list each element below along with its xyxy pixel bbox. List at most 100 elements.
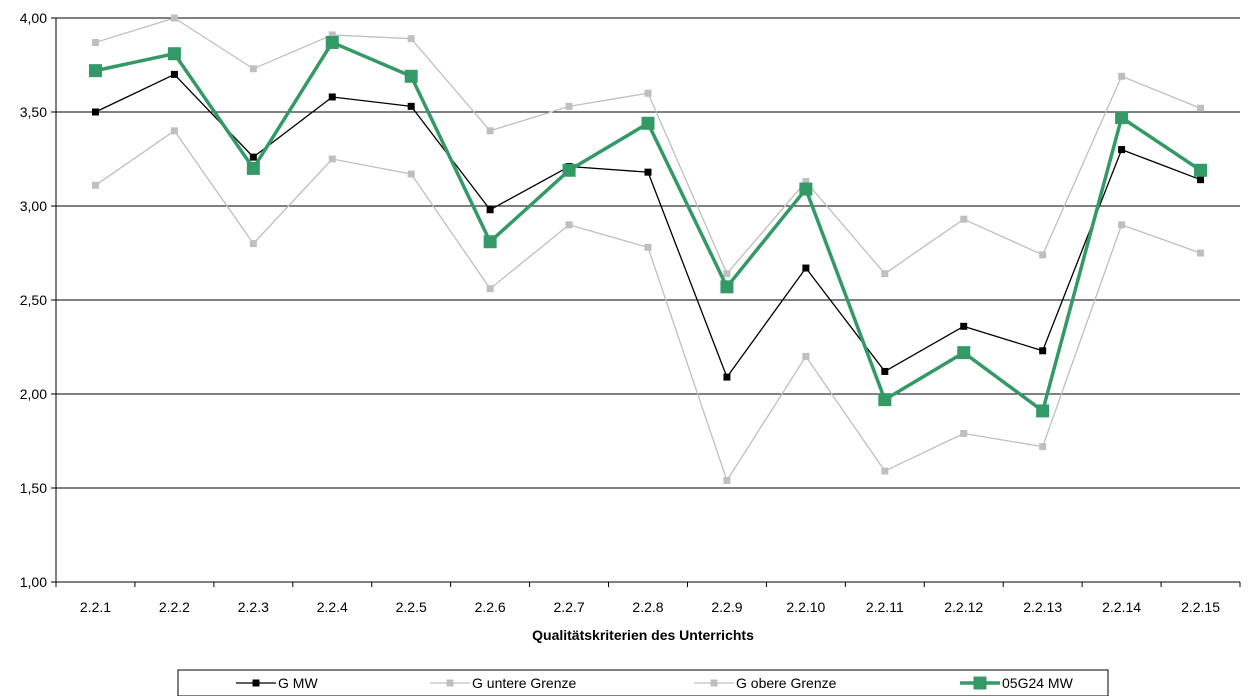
data-point [562, 163, 576, 177]
y-tick-label: 4,00 [20, 10, 47, 26]
data-point [328, 93, 336, 101]
legend: G MW G untere Grenze G obere Grenze 05G24 M… [177, 669, 1109, 696]
data-point [960, 429, 968, 437]
data-point [167, 47, 181, 61]
x-tick-label: 2.2.12 [944, 599, 983, 615]
data-point [170, 70, 178, 78]
data-point [644, 243, 652, 251]
y-tick-label: 3,00 [20, 198, 47, 214]
data-point [565, 102, 573, 110]
legend-marker [252, 679, 260, 687]
series-05g24-mw [88, 35, 1208, 418]
x-tick-label: 2.2.13 [1023, 599, 1062, 615]
y-axis-tick-labels: 1,00 1,50 2,00 2,50 3,00 3,50 4,00 [20, 10, 47, 590]
data-point [170, 127, 178, 135]
data-point [1036, 404, 1050, 418]
x-tick-label: 2.2.1 [80, 599, 111, 615]
series-line [95, 40, 1202, 413]
data-point [881, 467, 889, 475]
gridlines [51, 17, 1240, 583]
legend-marker [973, 676, 987, 690]
legend-item: 05G24 MW [960, 675, 1074, 691]
data-point [91, 181, 99, 189]
legend-box [177, 669, 1109, 696]
data-point [802, 178, 810, 186]
data-point [249, 153, 257, 161]
x-tick-label: 2.2.9 [711, 599, 742, 615]
data-point [641, 116, 655, 130]
data-point [802, 264, 810, 272]
data-point [960, 322, 968, 330]
data-point [1197, 249, 1205, 257]
x-tick-label: 2.2.11 [866, 599, 904, 615]
data-point [799, 182, 813, 196]
data-point [881, 270, 889, 278]
data-point [1039, 347, 1047, 355]
legend-label: G MW [278, 675, 318, 691]
data-point [486, 127, 494, 135]
x-tick-label: 2.2.7 [553, 599, 584, 615]
data-point [1194, 163, 1208, 177]
data-point [1118, 72, 1126, 80]
x-tick-label: 2.2.3 [238, 599, 269, 615]
data-point [957, 346, 971, 360]
data-point [960, 215, 968, 223]
x-tick-label: 2.2.2 [159, 599, 190, 615]
data-point [565, 221, 573, 229]
data-point [723, 373, 731, 381]
data-point [486, 285, 494, 293]
series-line [95, 130, 1201, 482]
y-tick-label: 3,50 [20, 104, 47, 120]
data-point [407, 35, 415, 43]
data-point [407, 102, 415, 110]
data-point [91, 38, 99, 46]
data-point [246, 161, 260, 175]
legend-label: G obere Grenze [736, 675, 837, 691]
data-point [1039, 251, 1047, 259]
data-point [486, 206, 494, 214]
data-point [1118, 146, 1126, 154]
y-tick-label: 2,50 [20, 292, 47, 308]
data-point [1197, 104, 1205, 112]
data-point [881, 367, 889, 375]
legend-label: G untere Grenze [472, 675, 576, 691]
data-point [723, 476, 731, 484]
data-point [404, 69, 418, 83]
data-point [328, 31, 336, 39]
series-g-untere-grenze [91, 127, 1205, 484]
data-point [88, 64, 102, 78]
data-point [483, 235, 497, 249]
x-tick-label: 2.2.5 [396, 599, 427, 615]
y-tick-label: 1,00 [20, 574, 47, 590]
legend-label: 05G24 MW [1002, 675, 1074, 691]
legend-item: G untere Grenze [430, 675, 576, 691]
x-axis-title: Qualitätskriterien des Unterrichts [532, 627, 754, 643]
x-tick-label: 2.2.8 [632, 599, 663, 615]
x-tick-label: 2.2.14 [1102, 599, 1141, 615]
data-point [720, 280, 734, 294]
data-point [91, 108, 99, 116]
x-tick-label: 2.2.15 [1181, 599, 1220, 615]
data-point [1039, 443, 1047, 451]
data-point [249, 65, 257, 73]
x-axis [55, 18, 1241, 587]
data-point [170, 14, 178, 22]
data-point [325, 35, 339, 49]
y-tick-label: 2,00 [20, 386, 47, 402]
legend-marker [446, 679, 454, 687]
legend-item: G MW [236, 675, 318, 691]
data-point [802, 352, 810, 360]
x-tick-label: 2.2.10 [786, 599, 825, 615]
series-g-obere-grenze [91, 14, 1205, 278]
data-point [407, 170, 415, 178]
data-point [1197, 176, 1205, 184]
data-point [644, 89, 652, 97]
data-point [1115, 111, 1129, 125]
data-point [878, 393, 892, 407]
data-point [1118, 221, 1126, 229]
legend-marker [710, 679, 718, 687]
data-point [644, 168, 652, 176]
y-tick-label: 1,50 [20, 480, 47, 496]
series-layer [88, 14, 1208, 484]
